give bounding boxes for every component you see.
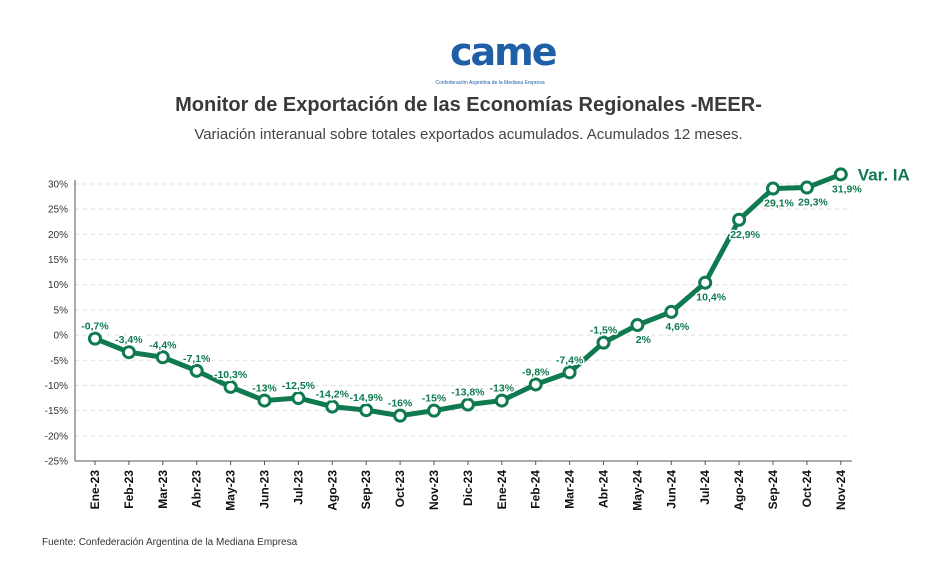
data-point xyxy=(393,408,408,423)
data-label: -12,5% xyxy=(282,380,316,392)
data-point xyxy=(596,335,611,350)
data-label: -1,5% xyxy=(590,325,618,337)
y-tick-label: 10% xyxy=(48,280,68,291)
x-tick-label: Oct-23 xyxy=(393,470,407,508)
y-tick-label: 25% xyxy=(48,205,68,216)
x-tick-label: Feb-23 xyxy=(122,470,136,509)
logo-wordmark: came xyxy=(450,30,558,74)
x-tick-label: Ago-23 xyxy=(325,470,339,511)
x-tick-label: Jul-24 xyxy=(698,470,712,505)
data-label: 31,9% xyxy=(832,183,862,195)
data-point xyxy=(698,275,713,290)
data-label: -13% xyxy=(490,383,515,395)
data-point xyxy=(427,403,441,418)
y-tick-label: 30% xyxy=(48,180,68,191)
data-point xyxy=(257,393,272,408)
series-line xyxy=(92,171,844,419)
y-tick-label: -25% xyxy=(45,457,68,468)
data-label: 29,3% xyxy=(798,197,828,209)
data-label: -3,4% xyxy=(115,334,143,346)
data-point xyxy=(630,318,645,333)
chart-subtitle: Variación interanual sobre totales expor… xyxy=(194,126,743,143)
data-point xyxy=(359,403,374,418)
x-tick-label: Mar-24 xyxy=(563,470,577,509)
data-label: -13,8% xyxy=(451,387,485,399)
x-tick-label: Jul-23 xyxy=(291,470,305,505)
x-tick-label: Abr-24 xyxy=(597,470,611,508)
x-tick-label: Ago-24 xyxy=(732,470,746,511)
data-label: -14,2% xyxy=(316,389,350,401)
data-label: 10,4% xyxy=(696,292,726,304)
y-tick-label: -5% xyxy=(50,356,68,367)
data-point xyxy=(88,331,102,346)
data-label: -7,4% xyxy=(556,354,584,366)
data-point xyxy=(766,181,780,196)
source-note: Fuente: Confederación Argentina de la Me… xyxy=(42,537,298,548)
data-point xyxy=(155,350,170,365)
chart-title: Monitor de Exportación de las Economías … xyxy=(175,94,762,116)
data-label: 22,9% xyxy=(730,229,760,241)
y-tick-label: 0% xyxy=(54,331,69,342)
y-tick-label: 5% xyxy=(54,305,69,316)
data-point xyxy=(325,399,340,414)
x-tick-label: Nov-23 xyxy=(427,470,441,510)
data-label: 2% xyxy=(636,334,652,346)
data-label: -0,7% xyxy=(81,321,109,333)
data-label: -16% xyxy=(388,398,413,410)
y-tick-label: -20% xyxy=(45,431,68,442)
x-tick-label: Nov-24 xyxy=(834,470,848,510)
data-point xyxy=(664,304,679,319)
data-point xyxy=(291,391,306,406)
data-label: 4,6% xyxy=(665,321,690,333)
y-tick-label: 15% xyxy=(48,255,68,266)
data-point xyxy=(562,365,577,380)
data-point xyxy=(833,167,848,182)
data-point xyxy=(528,377,543,392)
logo-tagline: Confederación Argentina de la Mediana Em… xyxy=(435,80,545,86)
data-point xyxy=(799,180,814,195)
x-tick-label: Feb-24 xyxy=(529,470,543,509)
data-point xyxy=(460,397,475,412)
data-label: -15% xyxy=(422,393,447,405)
data-point xyxy=(223,379,238,394)
y-tick-label: -15% xyxy=(45,406,68,417)
x-tick-label: Mar-23 xyxy=(156,470,170,509)
x-tick-label: Ene-23 xyxy=(88,470,102,510)
data-point xyxy=(121,345,136,360)
x-tick-label: Sep-24 xyxy=(766,470,780,510)
data-point xyxy=(732,212,747,227)
x-tick-label: Abr-23 xyxy=(190,470,204,508)
data-point xyxy=(494,393,509,408)
data-label: -4,4% xyxy=(149,339,177,351)
x-tick-label: May-23 xyxy=(224,470,238,511)
x-tick-label: Sep-23 xyxy=(359,470,373,510)
data-label: -13% xyxy=(252,383,277,395)
data-label: 29,1% xyxy=(764,198,794,210)
came-logo: came Confederación Argentina de la Media… xyxy=(430,30,557,88)
x-tick-label: Ene-24 xyxy=(495,470,509,510)
x-tick-label: May-24 xyxy=(630,470,644,511)
data-label: -7,1% xyxy=(183,353,211,365)
y-tick-label: 20% xyxy=(48,230,68,241)
data-label: -9,8% xyxy=(522,366,550,378)
data-label: -10,3% xyxy=(214,369,248,381)
y-tick-label: -10% xyxy=(45,381,68,392)
x-tick-label: Jun-23 xyxy=(258,470,272,509)
x-tick-label: Dic-23 xyxy=(461,470,475,506)
x-tick-label: Jun-24 xyxy=(664,470,678,509)
data-point xyxy=(189,363,204,378)
series-name-label: Var. IA xyxy=(858,165,910,184)
data-label: -14,9% xyxy=(350,392,384,404)
x-tick-label: Oct-24 xyxy=(800,470,814,508)
